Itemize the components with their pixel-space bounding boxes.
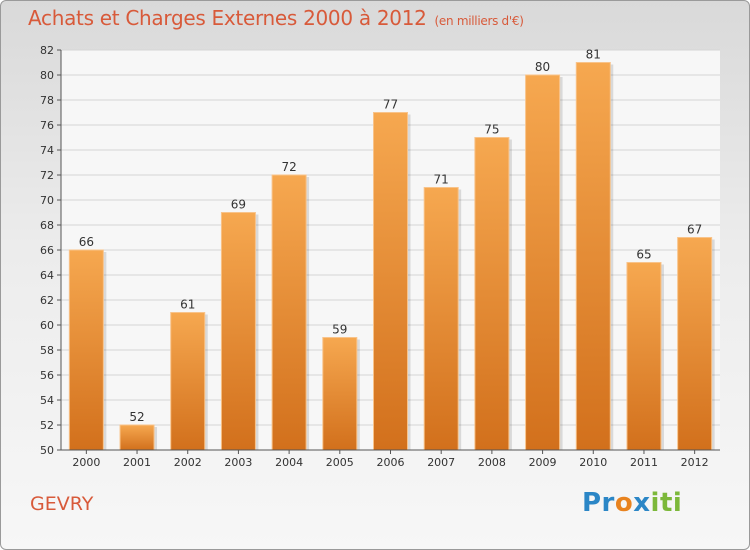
- y-tick-label: 58: [40, 344, 54, 357]
- x-tick-label: 2009: [529, 456, 557, 469]
- y-tick-label: 50: [40, 444, 54, 457]
- chart-title-text: Achats et Charges Externes 2000 à 2012: [28, 6, 427, 30]
- x-tick-label: 2003: [224, 456, 252, 469]
- bar-2011: [626, 262, 662, 451]
- bar-value-label: 72: [281, 160, 296, 174]
- x-tick-label: 2007: [427, 456, 455, 469]
- x-tick-label: 2008: [478, 456, 506, 469]
- bar-2007: [423, 187, 459, 451]
- bar-value-label: 67: [687, 223, 702, 237]
- bar-2003: [220, 212, 256, 451]
- bar-value-label: 69: [231, 198, 246, 212]
- chart-title: Achats et Charges Externes 2000 à 2012 (e…: [28, 6, 524, 30]
- y-tick-label: 68: [40, 219, 54, 232]
- bar-value-label: 61: [180, 298, 195, 312]
- bar-value-label: 77: [383, 98, 398, 112]
- x-tick-label: 2004: [275, 456, 303, 469]
- bar-2012: [677, 237, 713, 451]
- y-tick-label: 64: [40, 269, 54, 282]
- bar-value-label: 66: [79, 235, 94, 249]
- bar-value-label: 81: [586, 48, 601, 62]
- x-tick-label: 2006: [377, 456, 405, 469]
- bars: 66 52 61 69 72 59 77 71 75 80 81 65 67: [68, 48, 715, 451]
- x-tick-label: 2000: [72, 456, 100, 469]
- x-tick-label: 2011: [630, 456, 658, 469]
- y-tick-label: 76: [40, 119, 54, 132]
- y-tick-label: 62: [40, 294, 54, 307]
- y-axis-ticks: 50 52 54 56 58 60 62 64 66 68 70 72 74 76 78 80 82: [40, 44, 61, 457]
- bar-2000: [68, 249, 104, 451]
- bar-value-label: 80: [535, 60, 550, 74]
- y-tick-label: 78: [40, 94, 54, 107]
- bar-2001: [119, 424, 155, 451]
- bar-2008: [474, 137, 510, 451]
- bar-value-label: 71: [434, 173, 449, 187]
- chart-subtitle: (en milliers d'€): [434, 14, 524, 28]
- y-tick-label: 74: [40, 144, 54, 157]
- y-tick-label: 56: [40, 369, 54, 382]
- bar-2006: [373, 112, 408, 451]
- x-axis-ticks: 2000 2001 2002 2003 2004 2005 2006 2007 2008 2009…: [72, 450, 709, 469]
- bar-2004: [271, 174, 307, 451]
- bar-2005: [322, 337, 358, 451]
- proxiti-logo: Proxiti: [582, 488, 683, 518]
- y-tick-label: 82: [40, 44, 54, 57]
- y-tick-label: 52: [40, 419, 54, 432]
- bar-value-label: 52: [129, 410, 144, 424]
- town-name: GEVRY: [30, 493, 94, 515]
- x-tick-label: 2001: [123, 456, 151, 469]
- bar-value-label: 75: [484, 123, 499, 137]
- y-tick-label: 54: [40, 394, 54, 407]
- x-tick-label: 2010: [579, 456, 607, 469]
- bar-value-label: 59: [332, 323, 347, 337]
- bar-2009: [525, 74, 561, 451]
- bar-value-label: 65: [636, 248, 651, 262]
- x-tick-label: 2002: [174, 456, 202, 469]
- y-tick-label: 66: [40, 244, 54, 257]
- y-tick-label: 72: [40, 169, 54, 182]
- y-tick-label: 70: [40, 194, 54, 207]
- y-tick-label: 80: [40, 69, 54, 82]
- x-tick-label: 2012: [681, 456, 709, 469]
- bar-2002: [170, 312, 206, 451]
- y-tick-label: 60: [40, 319, 54, 332]
- x-tick-label: 2005: [326, 456, 354, 469]
- bar-2010: [575, 62, 611, 451]
